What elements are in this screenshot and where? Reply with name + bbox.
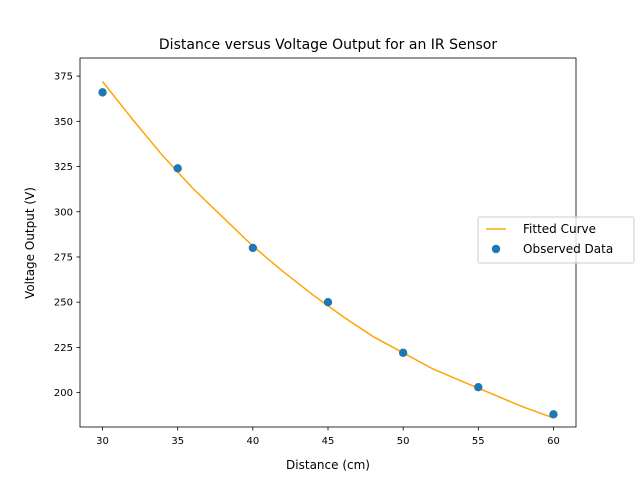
legend-box (477, 216, 635, 264)
legend: Fitted Curve Observed Data (477, 216, 635, 264)
x-tick-label: 30 (96, 436, 109, 447)
x-tick-label: 45 (322, 436, 335, 447)
y-tick-label: 350 (54, 117, 73, 128)
observed-data-point (323, 297, 333, 307)
observed-data-point (474, 383, 483, 392)
x-tick-label: 60 (547, 436, 560, 447)
x-tick-label: 50 (397, 436, 410, 447)
legend-label: Observed Data (523, 242, 613, 256)
observed-data-point (98, 88, 107, 97)
y-tick-label: 300 (54, 207, 73, 218)
y-tick-label: 200 (54, 388, 73, 399)
y-tick-label: 225 (54, 343, 73, 354)
observed-data-point (549, 410, 558, 419)
x-tick-label: 55 (472, 436, 485, 447)
y-tick-label: 250 (54, 298, 73, 309)
observed-data-point (248, 243, 258, 253)
x-axis-label: Distance (cm) (286, 458, 370, 472)
y-axis-label: Voltage Output (V) (23, 187, 37, 299)
y-tick-label: 275 (54, 252, 73, 263)
x-tick-label: 40 (246, 436, 259, 447)
y-tick-label: 325 (54, 162, 73, 173)
x-tick-label: 35 (171, 436, 184, 447)
chart-title: Distance versus Voltage Output for an IR… (159, 37, 497, 53)
plot-area: 30 35 40 45 50 55 60 200 225 250 275 300 325 350 375 (54, 57, 577, 447)
observed-data-point (398, 348, 408, 358)
legend-label: Fitted Curve (523, 222, 596, 236)
legend-swatch-observed-data (491, 244, 501, 254)
y-tick-label: 375 (54, 72, 73, 83)
observed-data-point (173, 164, 182, 173)
